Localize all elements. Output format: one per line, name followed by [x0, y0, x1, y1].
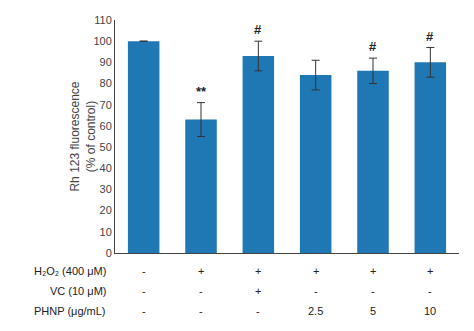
svg-text:Rh 123 fluorescence(% of contr: Rh 123 fluorescence(% of control) [68, 81, 98, 191]
svg-text:#: # [426, 29, 434, 44]
svg-text:70: 70 [100, 99, 112, 111]
svg-text:+: + [255, 265, 261, 277]
svg-text:80: 80 [100, 77, 112, 89]
svg-text:+: + [255, 285, 261, 297]
svg-text:#: # [254, 22, 262, 37]
svg-text:20: 20 [100, 204, 112, 216]
svg-text:40: 40 [100, 162, 112, 174]
svg-text:**: ** [196, 84, 207, 99]
svg-text:-: - [256, 305, 260, 317]
svg-text:60: 60 [100, 120, 112, 132]
svg-text:110: 110 [94, 14, 112, 26]
svg-text:+: + [198, 265, 204, 277]
svg-text:100: 100 [93, 35, 111, 47]
svg-text:-: - [142, 305, 146, 317]
svg-text:-: - [199, 285, 203, 297]
svg-text:-: - [314, 285, 318, 297]
svg-text:+: + [427, 265, 433, 277]
svg-text:90: 90 [100, 56, 112, 68]
svg-text:30: 30 [100, 183, 112, 195]
svg-text:10: 10 [100, 226, 112, 238]
svg-text:+: + [370, 265, 376, 277]
svg-text:0: 0 [106, 247, 112, 259]
svg-text:#: # [369, 39, 377, 54]
svg-text:-: - [142, 265, 146, 277]
svg-text:50: 50 [100, 141, 112, 153]
svg-text:10: 10 [424, 305, 436, 317]
svg-text:-: - [199, 305, 203, 317]
svg-text:-: - [142, 285, 146, 297]
svg-text:-: - [371, 285, 375, 297]
svg-text:5: 5 [370, 305, 376, 317]
svg-text:2.5: 2.5 [308, 305, 323, 317]
svg-text:PHNP (μg/mL): PHNP (μg/mL) [34, 305, 106, 317]
svg-text:+: + [313, 265, 319, 277]
svg-text:-: - [428, 285, 432, 297]
svg-text:VC (10 μM): VC (10 μM) [50, 285, 106, 297]
svg-text:H₂O₂ (400 μM): H₂O₂ (400 μM) [34, 265, 106, 277]
